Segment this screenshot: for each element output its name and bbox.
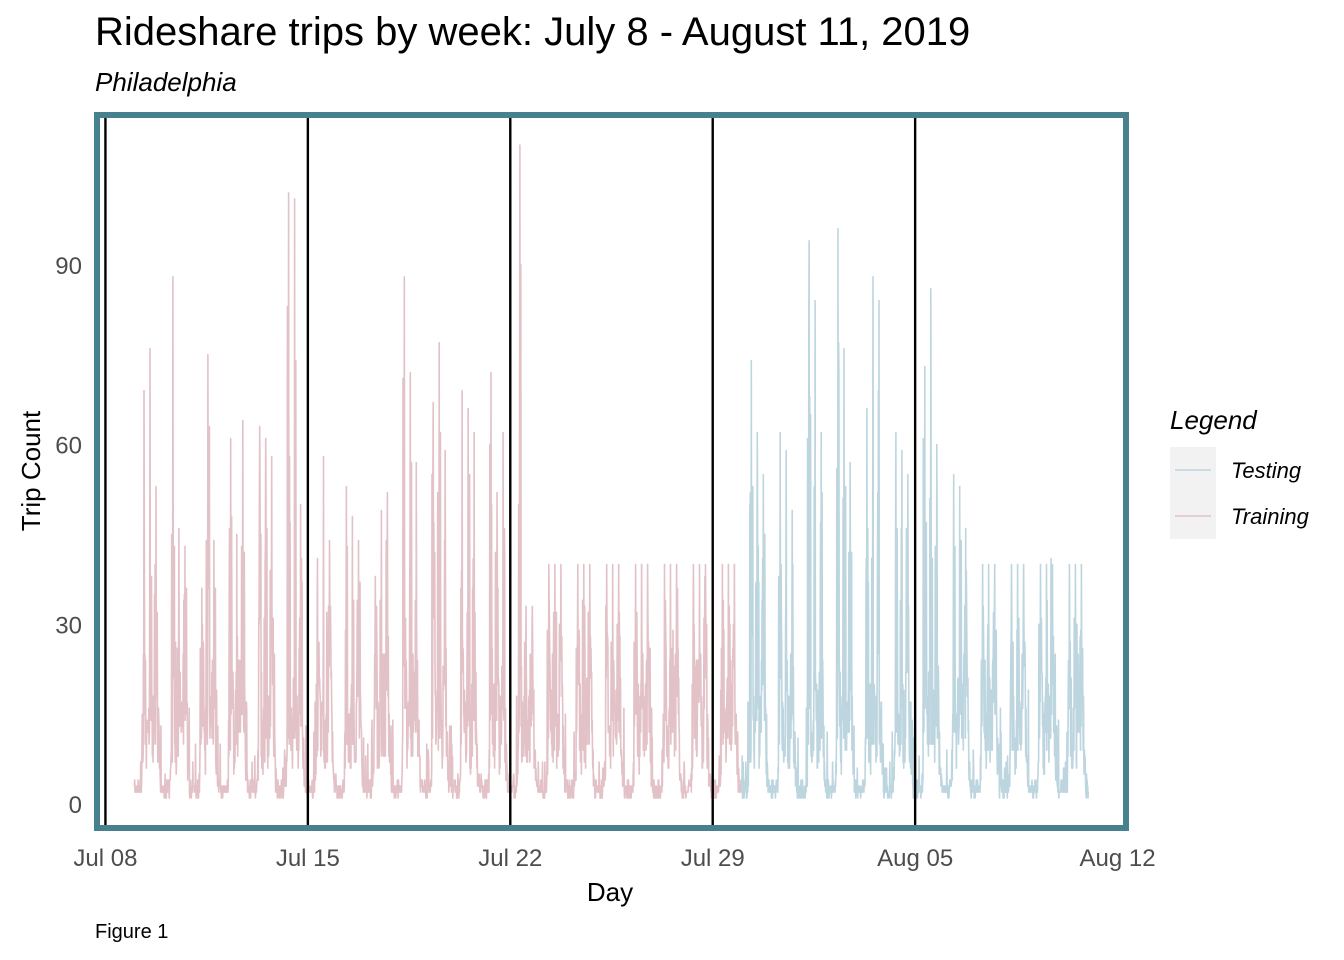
x-axis-label: Day (587, 877, 633, 907)
legend: Legend Testing Training (1170, 405, 1310, 539)
x-tick-label: Aug 12 (1080, 845, 1156, 872)
legend-key-background (1170, 447, 1216, 539)
x-tick-label: Jul 22 (478, 845, 542, 872)
series-layer (133, 144, 1090, 799)
x-tick-label: Jul 15 (276, 845, 340, 872)
x-tick-label: Jul 08 (73, 845, 137, 872)
series-line-training (133, 144, 742, 799)
chart-title: Rideshare trips by week: July 8 - August… (95, 10, 971, 54)
panel-border (94, 112, 1129, 831)
week-lines (104, 115, 917, 828)
y-axis-label: Trip Count (16, 410, 46, 531)
legend-entries: Testing Training (1170, 447, 1310, 539)
y-axis-ticks: 0 30 60 90 (55, 253, 82, 819)
x-tick-label: Aug 05 (877, 845, 953, 872)
chart-subtitle: Philadelphia (95, 67, 237, 97)
y-tick-label: 30 (55, 612, 82, 639)
legend-label-training: Training (1231, 504, 1310, 529)
legend-label-testing: Testing (1231, 458, 1302, 483)
figure-caption: Figure 1 (95, 921, 169, 943)
x-tick-label: Jul 29 (681, 845, 745, 872)
legend-title: Legend (1170, 405, 1258, 435)
x-axis-ticks: Jul 08 Jul 15 Jul 22 Jul 29 Aug 05 Aug 12 (73, 845, 1155, 872)
y-tick-label: 60 (55, 433, 82, 460)
y-tick-label: 90 (55, 253, 82, 280)
y-tick-label: 0 (69, 792, 82, 819)
